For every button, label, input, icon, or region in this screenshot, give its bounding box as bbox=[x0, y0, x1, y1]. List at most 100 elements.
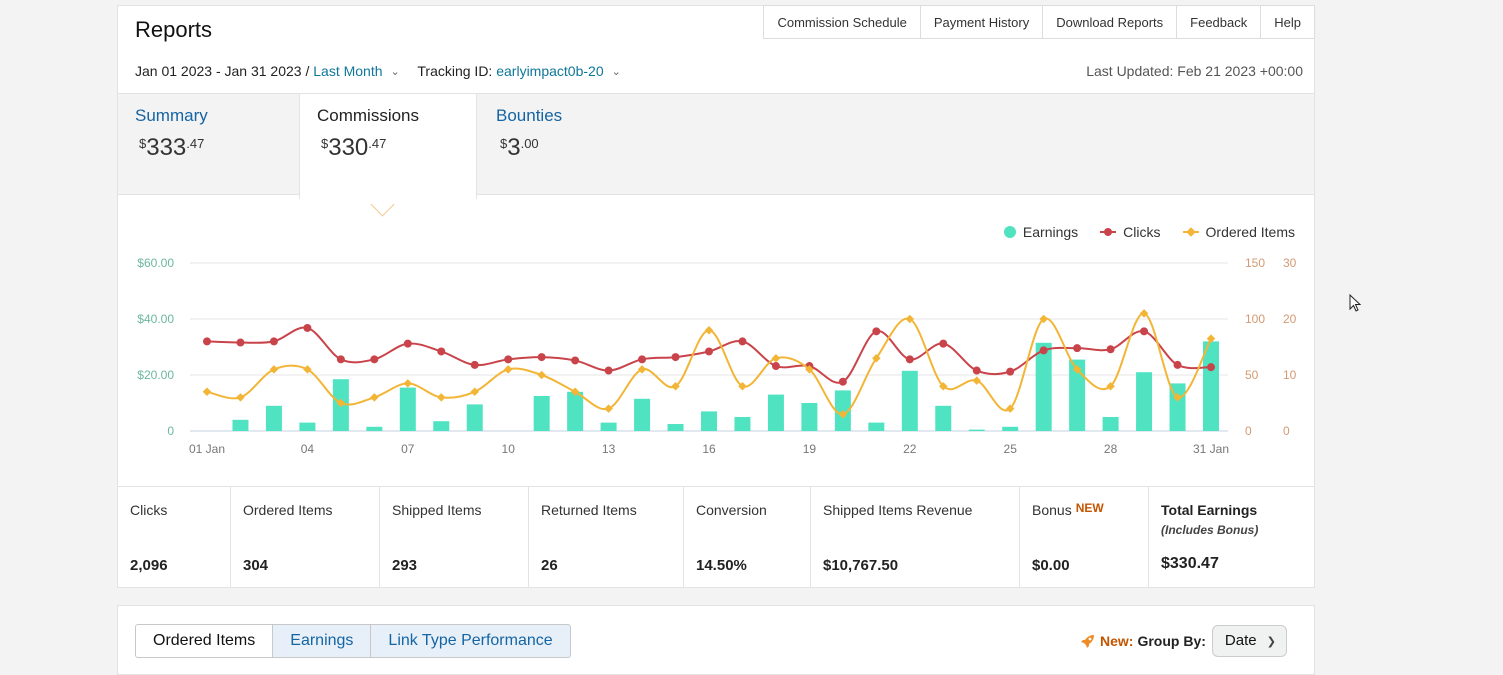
clicks-point bbox=[504, 355, 513, 364]
stat-label: Returned Items bbox=[541, 502, 637, 518]
clicks-point bbox=[939, 339, 948, 348]
clicks-point bbox=[537, 353, 546, 362]
group-by-select[interactable]: Date ❯ bbox=[1211, 625, 1287, 657]
clicks-point bbox=[1073, 344, 1082, 353]
earnings-bar bbox=[968, 429, 985, 431]
stat-returned-items: Returned Items 26 bbox=[529, 487, 684, 588]
clicks-point bbox=[303, 323, 312, 332]
ordered-items-point bbox=[437, 393, 446, 402]
line-marker-icon bbox=[1100, 226, 1117, 238]
earnings-bar bbox=[935, 405, 952, 431]
x-tick-label: 16 bbox=[702, 442, 716, 456]
stat-ordered-items: Ordered Items 304 bbox=[231, 487, 380, 588]
commission-schedule-link[interactable]: Commission Schedule bbox=[763, 5, 921, 39]
ordered-items-point bbox=[303, 365, 312, 374]
y-right-clicks-tick-label: 150 bbox=[1245, 256, 1265, 270]
earnings-bar bbox=[433, 421, 450, 431]
clicks-point bbox=[905, 355, 914, 364]
chart-legend: Earnings Clicks Ordered Items bbox=[982, 224, 1295, 240]
tab-earnings[interactable]: Earnings bbox=[273, 624, 372, 658]
x-tick-label: 01 Jan bbox=[189, 442, 225, 456]
stat-total-earnings: Total Earnings (Includes Bonus) $330.47 bbox=[1149, 487, 1314, 588]
chevron-down-icon[interactable]: ⌄ bbox=[611, 66, 621, 78]
clicks-point bbox=[838, 377, 847, 386]
earnings-bar bbox=[533, 396, 550, 431]
y-left-tick-label: $60.00 bbox=[137, 256, 174, 270]
earnings-bar bbox=[701, 411, 717, 431]
clicks-point bbox=[705, 347, 713, 356]
y-left-tick-label: $40.00 bbox=[137, 312, 174, 326]
top-links: Commission Schedule Payment History Down… bbox=[763, 5, 1315, 39]
tab-link-type-performance[interactable]: Link Type Performance bbox=[371, 624, 571, 658]
ordered-items-point bbox=[1072, 365, 1082, 374]
tab-commissions-value: $330.47 bbox=[321, 134, 387, 161]
clicks-point bbox=[1173, 360, 1182, 369]
clicks-point bbox=[470, 360, 479, 369]
legend-clicks[interactable]: Clicks bbox=[1100, 224, 1161, 240]
earnings-bar bbox=[265, 405, 282, 431]
ordered-items-point bbox=[537, 370, 546, 380]
earnings-bar bbox=[667, 424, 684, 431]
ordered-items-point bbox=[336, 398, 346, 408]
clicks-point bbox=[738, 337, 747, 346]
period-dropdown[interactable]: Last Month bbox=[313, 63, 383, 79]
x-tick-label: 28 bbox=[1104, 442, 1118, 456]
x-tick-label: 10 bbox=[502, 442, 516, 456]
tab-summary-label: Summary bbox=[135, 106, 208, 125]
diamond-marker-icon bbox=[1182, 226, 1199, 238]
tab-summary[interactable]: Summary $333.47 bbox=[118, 94, 299, 194]
stat-value: 293 bbox=[392, 557, 418, 574]
y-left-tick-label: 0 bbox=[167, 424, 174, 438]
stat-value: 14.50% bbox=[696, 557, 747, 574]
feedback-link[interactable]: Feedback bbox=[1177, 5, 1262, 39]
tab-commissions-label: Commissions bbox=[317, 106, 420, 125]
clicks-point bbox=[336, 355, 345, 364]
ordered-items-point bbox=[1173, 393, 1182, 402]
earnings-bar bbox=[1203, 341, 1219, 431]
earnings-bar bbox=[767, 394, 784, 431]
ordered-items-line bbox=[206, 312, 1212, 416]
clicks-point bbox=[1207, 363, 1215, 372]
ordered-items-point bbox=[236, 393, 245, 402]
earnings-bar bbox=[1002, 426, 1019, 431]
ordered-items-point bbox=[403, 379, 413, 388]
earnings-bar bbox=[868, 422, 885, 431]
tab-bounties-value: $3.00 bbox=[500, 134, 539, 161]
earnings-bar bbox=[734, 417, 751, 431]
chevron-down-icon[interactable]: ⌄ bbox=[390, 66, 400, 78]
y-right-clicks-tick-label: 50 bbox=[1245, 368, 1259, 382]
clicks-point bbox=[370, 355, 379, 364]
ordered-items-point bbox=[202, 387, 212, 397]
legend-earnings[interactable]: Earnings bbox=[1003, 224, 1078, 240]
stat-value: 26 bbox=[541, 557, 558, 574]
clicks-point bbox=[1039, 346, 1048, 355]
payment-history-link[interactable]: Payment History bbox=[920, 5, 1044, 39]
date-range: Jan 01 2023 - Jan 31 2023 / bbox=[135, 63, 310, 79]
clicks-point bbox=[403, 339, 412, 348]
earnings-bar bbox=[1102, 417, 1119, 431]
legend-ordered-items[interactable]: Ordered Items bbox=[1182, 224, 1295, 240]
stat-label: Clicks bbox=[130, 502, 168, 518]
earnings-bar bbox=[801, 403, 818, 431]
clicks-point bbox=[437, 347, 446, 356]
help-link[interactable]: Help bbox=[1261, 5, 1315, 39]
tab-commissions[interactable]: Commissions $330.47 bbox=[299, 94, 477, 199]
detail-tabs: Ordered Items Earnings Link Type Perform… bbox=[135, 624, 571, 658]
stat-label: Total Earnings (Includes Bonus) bbox=[1161, 500, 1258, 540]
ordered-items-point bbox=[503, 365, 513, 374]
earnings-bar bbox=[232, 419, 249, 431]
ordered-items-point bbox=[470, 387, 479, 397]
download-reports-link[interactable]: Download Reports bbox=[1043, 5, 1178, 39]
ordered-items-point bbox=[1039, 314, 1048, 324]
tab-bounties[interactable]: Bounties $3.00 bbox=[479, 94, 659, 194]
y-right-items-tick-label: 10 bbox=[1283, 368, 1297, 382]
x-tick-label: 19 bbox=[803, 442, 817, 456]
clicks-point bbox=[1140, 327, 1149, 336]
clicks-point bbox=[203, 337, 211, 346]
tracking-id-dropdown[interactable]: earlyimpact0b-20 bbox=[496, 63, 604, 79]
circle-icon bbox=[1003, 226, 1016, 238]
reports-card: Reports Commission Schedule Payment Hist… bbox=[117, 5, 1315, 588]
earnings-bar bbox=[1136, 372, 1153, 431]
tab-ordered-items[interactable]: Ordered Items bbox=[135, 624, 274, 658]
mouse-cursor-icon bbox=[1349, 294, 1362, 312]
